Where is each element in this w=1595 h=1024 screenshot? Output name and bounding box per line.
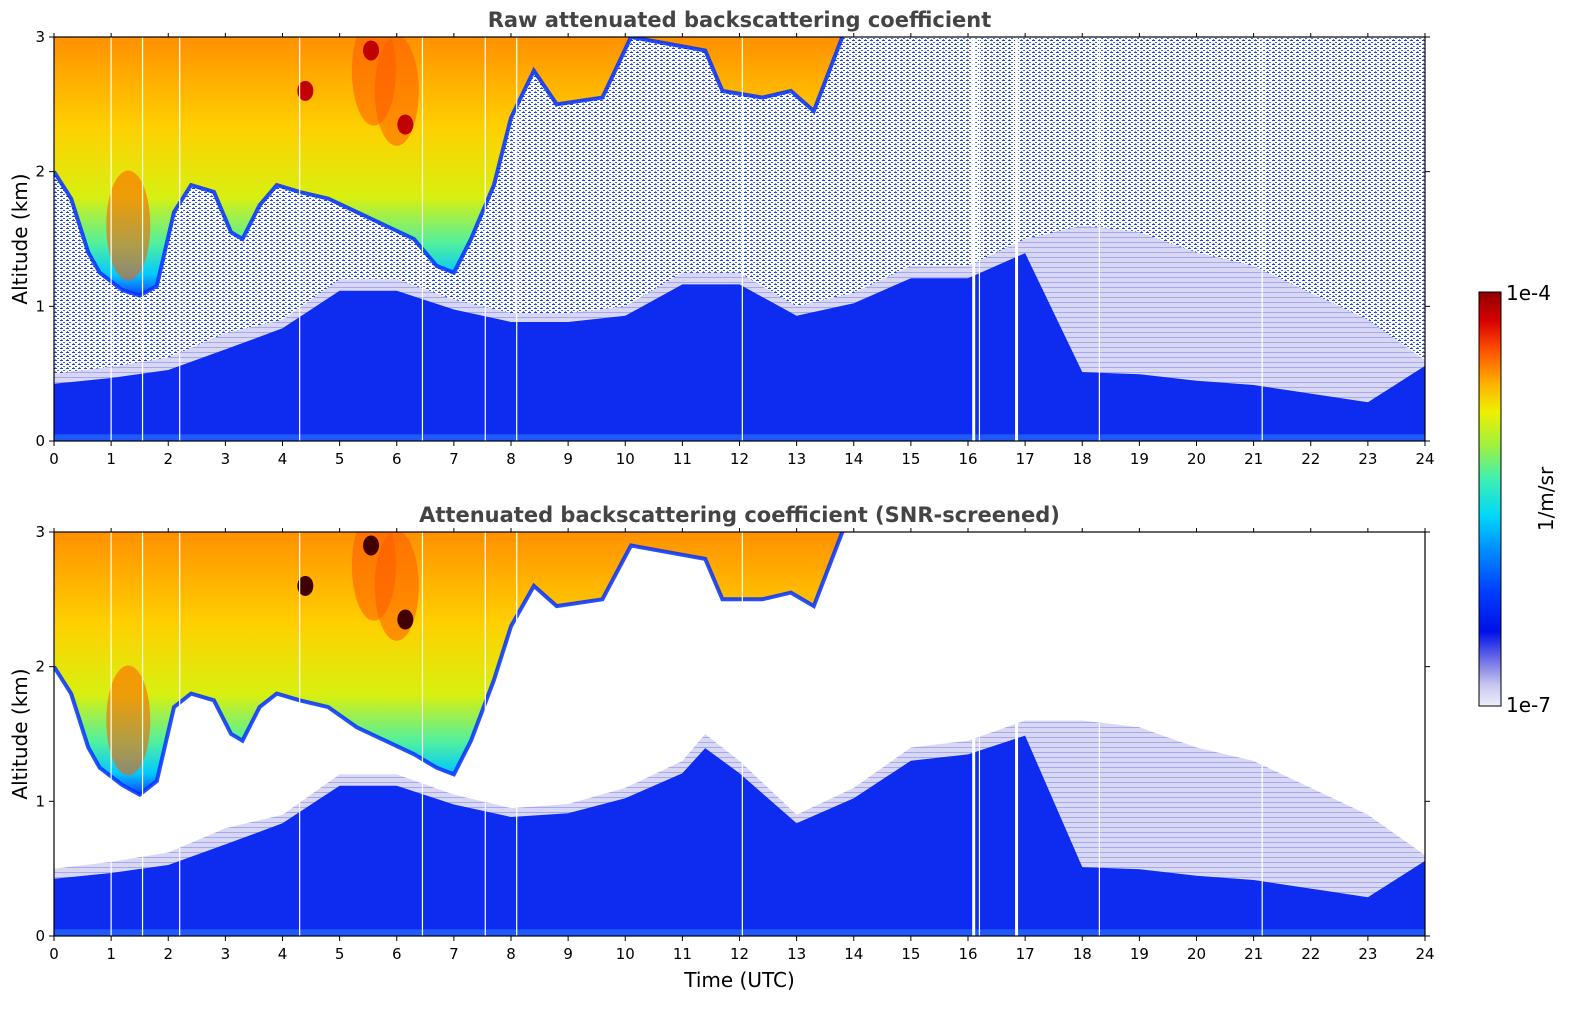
x-tick-label: 12 bbox=[730, 945, 749, 963]
x-tick-label: 18 bbox=[1073, 450, 1092, 468]
y-tick-label: 2 bbox=[35, 658, 45, 676]
cloud-core bbox=[106, 665, 151, 776]
x-tick-label: 23 bbox=[1358, 450, 1377, 468]
x-tick-label: 17 bbox=[1016, 450, 1035, 468]
x-tick-label: 3 bbox=[221, 450, 231, 468]
x-tick-label: 15 bbox=[901, 945, 920, 963]
y-tick-label: 0 bbox=[35, 432, 45, 450]
x-tick-label: 24 bbox=[1415, 450, 1434, 468]
y-tick-label: 0 bbox=[35, 927, 45, 945]
x-tick-label: 19 bbox=[1130, 945, 1149, 963]
cloud-core bbox=[351, 37, 396, 126]
x-tick-label: 6 bbox=[392, 945, 402, 963]
x-tick-label: 10 bbox=[616, 450, 635, 468]
x-tick-label: 0 bbox=[49, 450, 59, 468]
boundary-layer bbox=[54, 253, 1425, 441]
x-tick-label: 16 bbox=[958, 450, 977, 468]
x-tick-label: 1 bbox=[106, 450, 116, 468]
x-tick-label: 22 bbox=[1301, 450, 1320, 468]
x-tick-label: 13 bbox=[787, 450, 806, 468]
cloud-base-edge bbox=[54, 37, 845, 298]
plot-area bbox=[54, 37, 1425, 441]
x-tick-label: 14 bbox=[844, 450, 863, 468]
x-tick-label: 21 bbox=[1244, 945, 1263, 963]
x-tick-label: 7 bbox=[449, 945, 459, 963]
cloud-base-edge bbox=[54, 532, 845, 797]
boundary-layer bbox=[54, 735, 1425, 936]
x-tick-label: 14 bbox=[844, 945, 863, 963]
cloud-core-max bbox=[397, 114, 414, 135]
x-tick-label: 3 bbox=[221, 945, 231, 963]
cloud-layer bbox=[54, 532, 843, 795]
colorbar-min-label: 1e-7 bbox=[1506, 693, 1551, 717]
x-tick-label: 13 bbox=[787, 945, 806, 963]
colorbar-gradient bbox=[1478, 291, 1502, 707]
x-tick-label: 20 bbox=[1187, 945, 1206, 963]
x-tick-label: 8 bbox=[506, 945, 516, 963]
panel-title: Raw attenuated backscattering coefficien… bbox=[488, 8, 992, 32]
cloud-core-max bbox=[363, 535, 380, 556]
x-tick-label: 24 bbox=[1415, 945, 1434, 963]
plot-area bbox=[54, 532, 1425, 936]
x-tick-label: 17 bbox=[1016, 945, 1035, 963]
x-tick-label: 11 bbox=[673, 945, 692, 963]
x-tick-label: 12 bbox=[730, 450, 749, 468]
x-tick-label: 1 bbox=[106, 945, 116, 963]
colorbar: 1e-4 1e-7 1/m/sr bbox=[1478, 281, 1558, 717]
x-tick-label: 4 bbox=[278, 945, 288, 963]
y-tick-label: 1 bbox=[35, 792, 45, 810]
x-tick-label: 5 bbox=[335, 450, 345, 468]
y-tick-label: 1 bbox=[35, 297, 45, 315]
x-tick-label: 19 bbox=[1130, 450, 1149, 468]
y-axis-label: Altitude (km) bbox=[8, 668, 32, 799]
x-tick-label: 2 bbox=[163, 945, 173, 963]
x-tick-label: 22 bbox=[1301, 945, 1320, 963]
cloud-core bbox=[106, 170, 151, 281]
x-tick-label: 11 bbox=[673, 450, 692, 468]
x-tick-label: 20 bbox=[1187, 450, 1206, 468]
cloud-core-max bbox=[297, 575, 314, 596]
x-tick-label: 21 bbox=[1244, 450, 1263, 468]
x-tick-label: 18 bbox=[1073, 945, 1092, 963]
cloud-core-max bbox=[297, 80, 314, 101]
x-tick-label: 16 bbox=[958, 945, 977, 963]
x-tick-label: 5 bbox=[335, 945, 345, 963]
cloud-core-max bbox=[363, 40, 380, 61]
x-tick-label: 7 bbox=[449, 450, 459, 468]
x-axis-label: Time (UTC) bbox=[683, 968, 795, 992]
cloud-core bbox=[351, 532, 396, 621]
y-tick-label: 2 bbox=[35, 163, 45, 181]
panel-1: Attenuated backscattering coefficient (S… bbox=[8, 503, 1435, 992]
y-axis-label: Altitude (km) bbox=[8, 173, 32, 304]
x-tick-label: 9 bbox=[563, 945, 573, 963]
y-tick-label: 3 bbox=[35, 28, 45, 46]
y-tick-label: 3 bbox=[35, 523, 45, 541]
x-tick-label: 23 bbox=[1358, 945, 1377, 963]
x-tick-label: 6 bbox=[392, 450, 402, 468]
x-tick-label: 15 bbox=[901, 450, 920, 468]
cloud-core-max bbox=[397, 609, 414, 630]
colorbar-max-label: 1e-4 bbox=[1506, 281, 1551, 305]
cloud-layer bbox=[54, 37, 843, 296]
panel-title: Attenuated backscattering coefficient (S… bbox=[419, 503, 1060, 527]
x-tick-label: 9 bbox=[563, 450, 573, 468]
surface-band bbox=[54, 434, 1425, 441]
panel-0: Raw attenuated backscattering coefficien… bbox=[8, 8, 1435, 468]
colorbar-unit-label: 1/m/sr bbox=[1534, 466, 1558, 531]
x-tick-label: 2 bbox=[163, 450, 173, 468]
x-tick-label: 8 bbox=[506, 450, 516, 468]
x-tick-label: 10 bbox=[616, 945, 635, 963]
x-tick-label: 0 bbox=[49, 945, 59, 963]
surface-band bbox=[54, 929, 1425, 936]
x-tick-label: 4 bbox=[278, 450, 288, 468]
